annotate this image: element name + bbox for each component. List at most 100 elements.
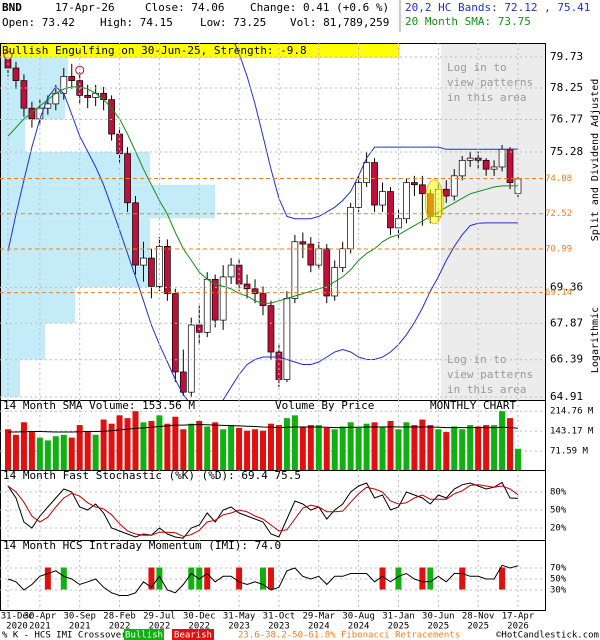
volume-bar (323, 427, 330, 471)
fib-label: 70.99 (545, 244, 572, 254)
volume-bar (220, 429, 227, 471)
x-tick-label: 30-Aug (342, 612, 375, 622)
candle-body (148, 257, 155, 287)
candle-body (171, 293, 179, 373)
volume-bar (236, 427, 243, 471)
volume-bar (427, 425, 434, 471)
volume-bar (12, 434, 19, 471)
candle-body (323, 248, 331, 297)
x-tick-label: 2022 (188, 622, 210, 632)
volume-bar (299, 426, 306, 471)
candle-body (371, 162, 378, 206)
y-tick-label: 71.59 M (550, 447, 589, 457)
bearish-marker (204, 567, 211, 590)
fib-label: 74.08 (545, 174, 572, 184)
y-tick-label: 79.73 (550, 50, 583, 63)
bearish-marker (236, 567, 243, 590)
volume-bar (204, 426, 211, 471)
bullish-key (124, 629, 164, 640)
volume-bar (475, 426, 482, 471)
volume-bar (339, 426, 346, 471)
candle-body (20, 80, 28, 109)
candle-body (68, 76, 76, 81)
upper-band-line (234, 43, 518, 220)
candle-body (466, 157, 474, 161)
pattern-zone (441, 43, 545, 400)
x-tick-label: 31-Jan (382, 612, 415, 622)
volume-bar (467, 425, 474, 471)
scale-note: Logarithmic (590, 307, 600, 373)
x-tick-label: 2020 (6, 622, 28, 632)
pattern-highlight (424, 179, 444, 225)
x-tick-label: 2022 (109, 622, 131, 632)
volume: Vol: 81,789,259 (290, 16, 389, 29)
change: Change: 0.41 (+0.6 %) (250, 1, 389, 14)
bands-legend: 20,2 HC Bands: 72.12 , 75.41 (405, 1, 590, 14)
y-tick-label: 64.91 (550, 390, 583, 403)
pattern-note: in this area (447, 91, 526, 104)
candle-body (387, 191, 394, 229)
volume-bar (403, 422, 410, 471)
volume-bar (499, 411, 506, 471)
candle-body (411, 182, 418, 186)
volume-bar (267, 423, 274, 471)
y-tick-label: 70% (550, 564, 567, 574)
bullish-label: Bullish (125, 631, 163, 640)
volume-bar (92, 434, 99, 471)
volume-bar (84, 432, 91, 471)
candle-body (44, 103, 52, 109)
lower-band-line (7, 86, 518, 400)
volume-bar (443, 432, 450, 471)
bullish-marker (395, 567, 402, 590)
candle-body (291, 241, 299, 299)
bearish-marker (499, 567, 506, 590)
candle-body (179, 371, 187, 393)
volume-bar (68, 437, 75, 471)
date: 17-Apr-26 (55, 1, 115, 14)
x-tick-label: 17-Apr (502, 612, 535, 622)
y-tick-label: 66.39 (550, 353, 583, 366)
candle-body (450, 175, 458, 197)
candle-body (227, 264, 235, 278)
y-tick-label: 76.77 (550, 113, 583, 126)
volume-by-price-bar (0, 252, 150, 288)
volume-bar (387, 420, 394, 471)
volume-bar (100, 419, 107, 471)
volume-bar (483, 425, 490, 471)
volume-bar (459, 429, 466, 471)
panel-title: 14 Month SMA Volume: 153.56 M (3, 399, 195, 412)
bearish-key (172, 629, 214, 640)
x-tick-label: 29-Mar (303, 612, 336, 622)
volume-bar (156, 415, 163, 471)
volume-bar (507, 418, 514, 471)
candle-body (299, 241, 307, 245)
panel-title: 14 Month Fast Stochastic (%K) (%D): 69.4… (3, 469, 301, 482)
volume-bar (36, 437, 43, 471)
candle-body (187, 324, 195, 393)
credit: ©HotCandlestick.com (496, 631, 599, 640)
y-tick-label: 78.25 (550, 81, 583, 94)
volume-bar (371, 422, 378, 471)
volume-bar (260, 430, 266, 471)
volume-by-price-bar (0, 287, 75, 324)
candle-body (140, 257, 147, 266)
annotation: Bullish Engulfing on 30-Jun-25, Strength… (2, 44, 307, 57)
candle-body (60, 76, 68, 94)
x-tick-label: 2026 (507, 622, 529, 632)
fibonacci-legend: 23.6-38.2-50-61.8% Fibonacci Retracement… (238, 631, 460, 640)
volume-bar (5, 429, 11, 471)
volume-bar (395, 429, 402, 471)
volume-bar (124, 418, 131, 471)
candle-body (12, 67, 20, 81)
volume-bar (315, 425, 322, 471)
x-tick-label: 28-Feb (103, 612, 136, 622)
volume-bar (331, 429, 338, 471)
candle-body (307, 243, 315, 266)
volume-bar (307, 425, 314, 471)
volume-bar (228, 425, 235, 471)
open: Open: 73.42 (2, 16, 75, 29)
volume-bar (347, 422, 354, 471)
bullish-marker (260, 567, 266, 590)
